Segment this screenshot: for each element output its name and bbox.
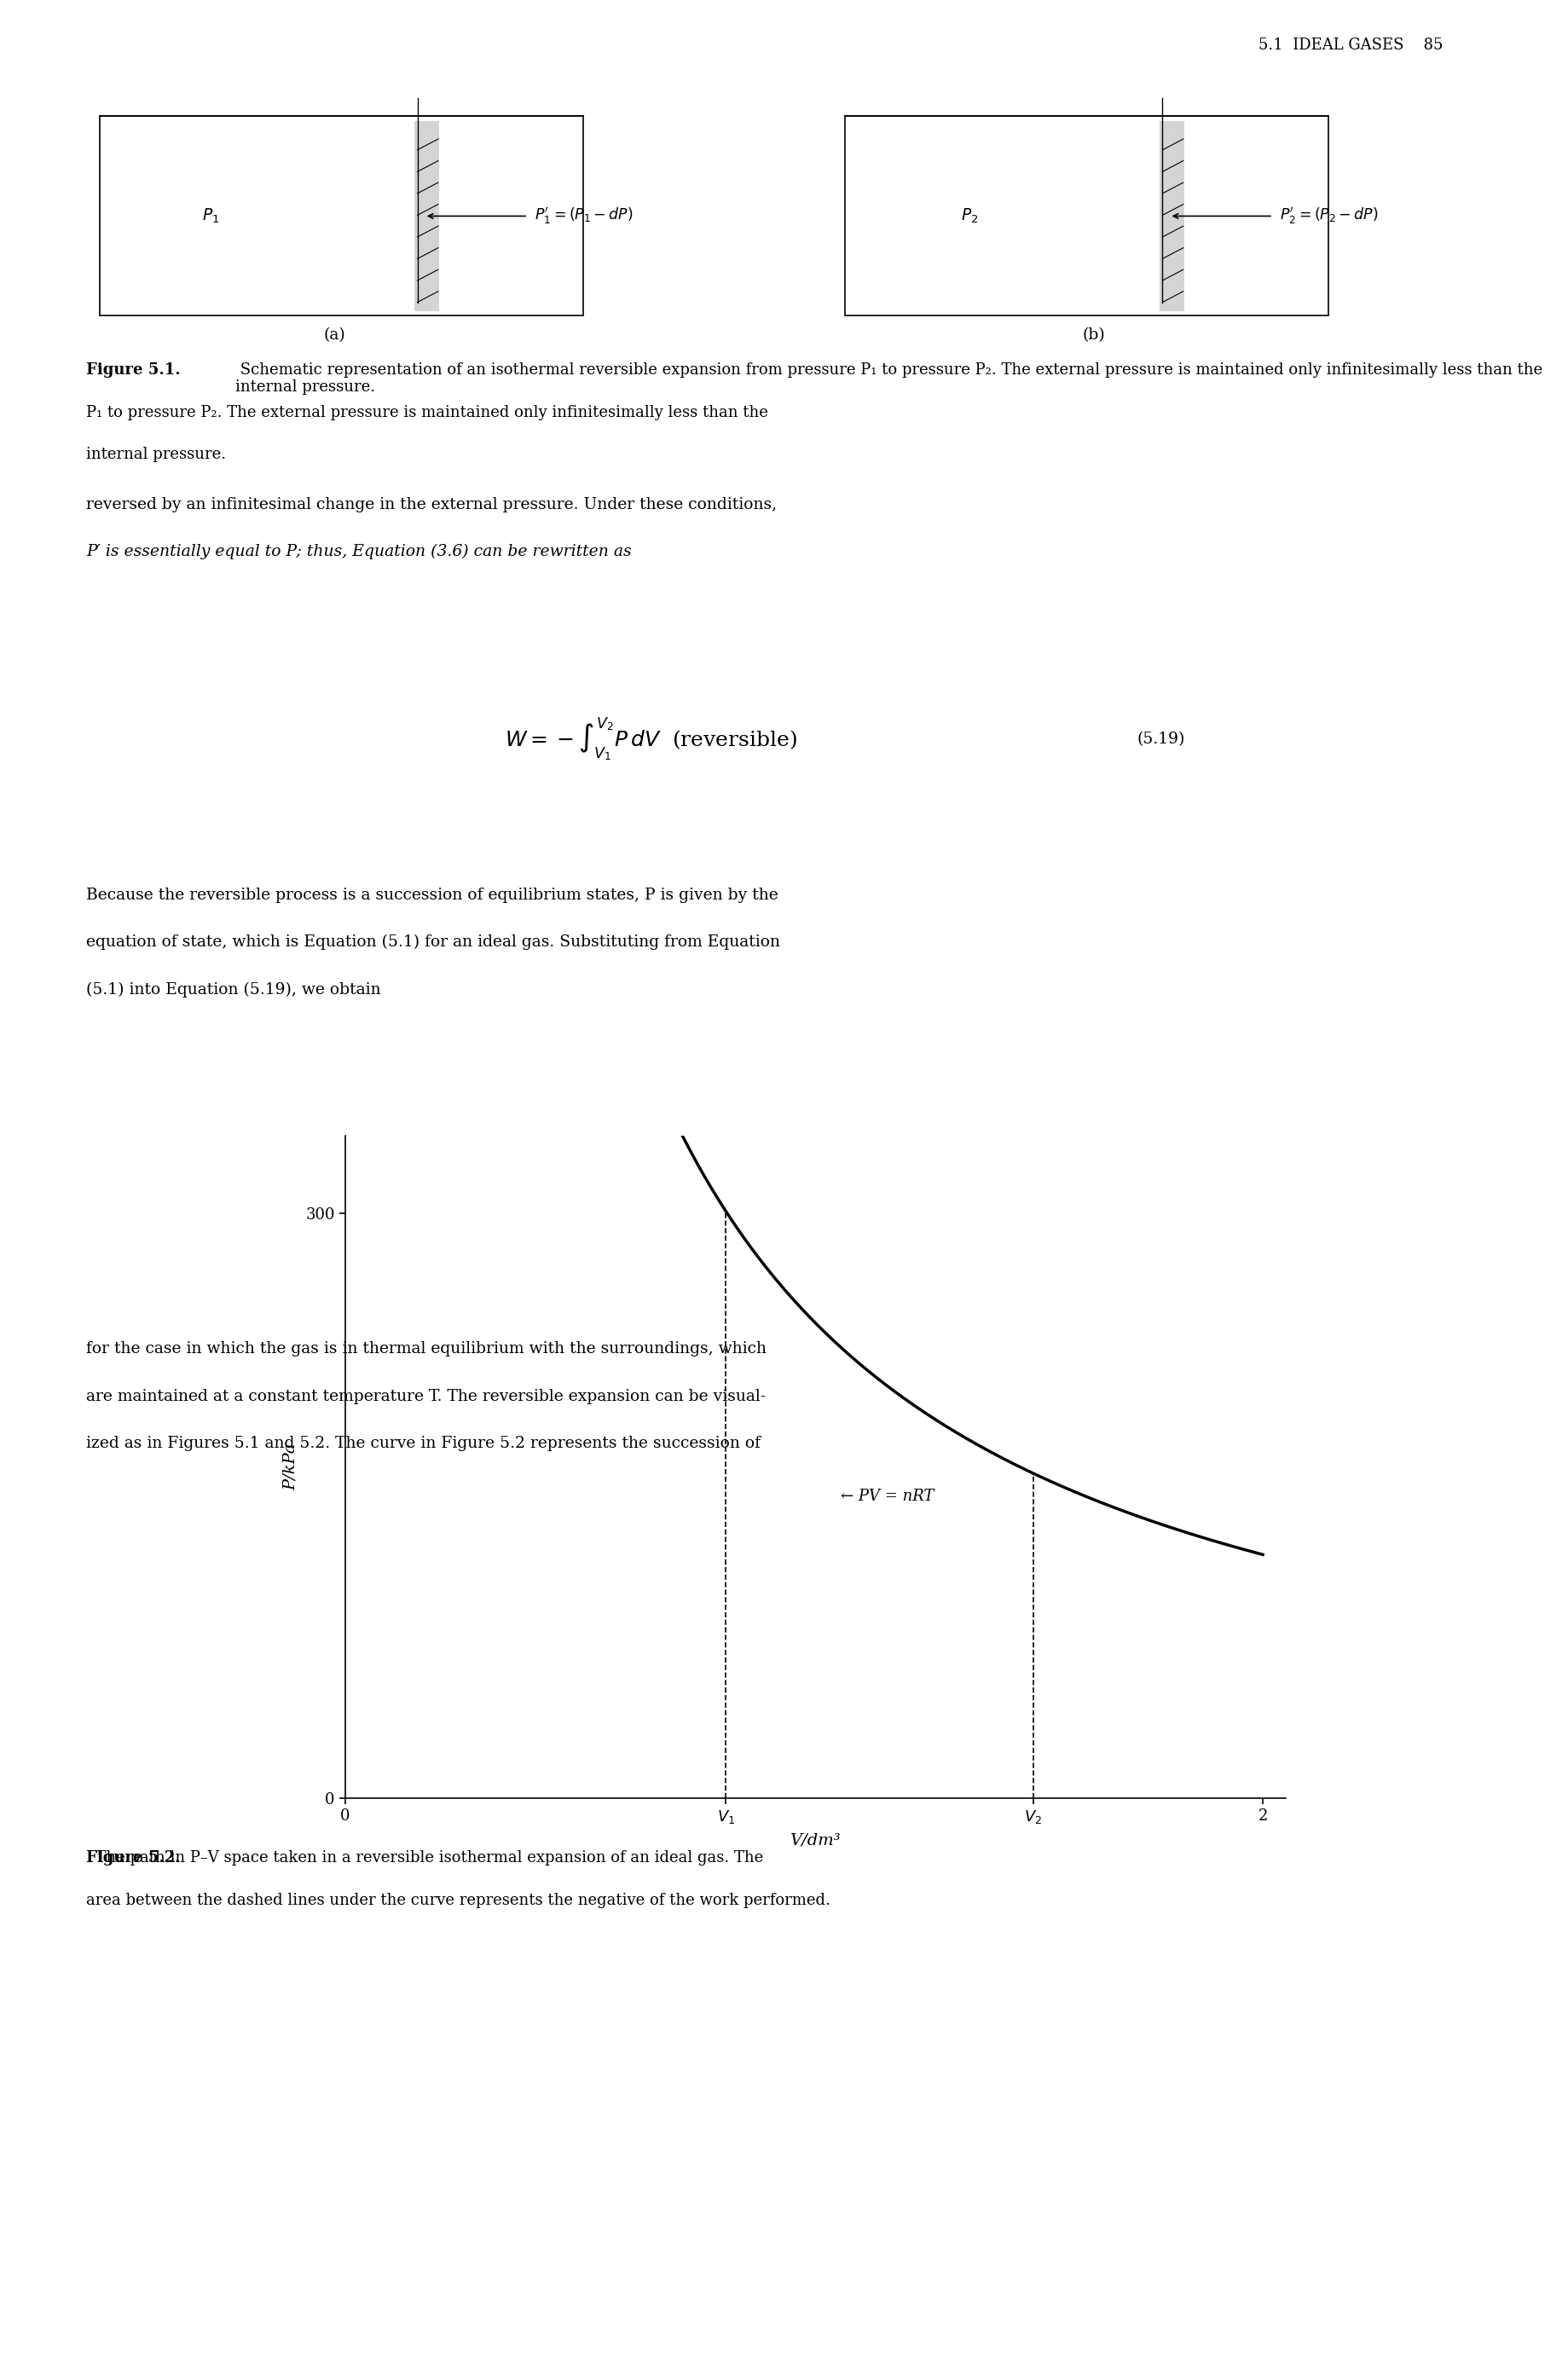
Text: Figure 5.2.: Figure 5.2. [86, 1850, 180, 1864]
Text: $P_1$: $P_1$ [202, 206, 220, 225]
Y-axis label: P/kPa: P/kPa [284, 1443, 298, 1491]
Text: $P_1' = (P_1 - dP)$: $P_1' = (P_1 - dP)$ [535, 206, 633, 227]
Bar [100, 116, 583, 317]
Text: P′ is essentially equal to P; thus, Equation (3.6) can be rewritten as: P′ is essentially equal to P; thus, Equa… [86, 544, 632, 561]
Text: (5.19): (5.19) [1137, 731, 1185, 748]
Text: The path in P–V space taken in a reversible isothermal expansion of an ideal gas: The path in P–V space taken in a reversi… [86, 1850, 764, 1864]
Text: Because the reversible process is a succession of equilibrium states, P is given: Because the reversible process is a succ… [86, 887, 778, 901]
Text: are maintained at a constant temperature T. The reversible expansion can be visu: are maintained at a constant temperature… [86, 1389, 767, 1403]
Text: $P_2$: $P_2$ [961, 206, 978, 225]
Text: ized as in Figures 5.1 and 5.2. The curve in Figure 5.2 represents the successio: ized as in Figures 5.1 and 5.2. The curv… [86, 1436, 760, 1450]
Text: internal pressure.: internal pressure. [86, 447, 226, 461]
Text: P₁ to pressure P₂. The external pressure is maintained only infinitesimally less: P₁ to pressure P₂. The external pressure… [86, 405, 768, 419]
Text: (b): (b) [1082, 329, 1105, 343]
Bar [1160, 121, 1184, 312]
Text: $W = -\int_{V_1}^{V_2} P\,dV$  (reversible): $W = -\int_{V_1}^{V_2} P\,dV$ (reversibl… [505, 717, 797, 762]
Bar [845, 116, 1328, 317]
Text: (a): (a) [323, 329, 345, 343]
Text: ← PV = nRT: ← PV = nRT [840, 1488, 935, 1505]
Text: Schematic representation of an isothermal reversible expansion from pressure P₁ : Schematic representation of an isotherma… [235, 362, 1543, 395]
Text: (5.1) into Equation (5.19), we obtain: (5.1) into Equation (5.19), we obtain [86, 982, 381, 998]
Text: $W = -\int_{V_1}^{V_2} \frac{nRT}{V}\,dV = -nRT\ln\frac{V_2}{V_1}$: $W = -\int_{V_1}^{V_2} \frac{nRT}{V}\,dV… [516, 1166, 825, 1211]
Text: (5.20): (5.20) [1234, 1181, 1281, 1197]
Text: Figure 5.1.: Figure 5.1. [86, 362, 180, 376]
Text: area between the dashed lines under the curve represents the negative of the wor: area between the dashed lines under the … [86, 1893, 831, 1907]
Text: $P_2' = (P_2 - dP)$: $P_2' = (P_2 - dP)$ [1279, 206, 1378, 227]
Text: reversed by an infinitesimal change in the external pressure. Under these condit: reversed by an infinitesimal change in t… [86, 497, 778, 511]
Text: for the case in which the gas is in thermal equilibrium with the surroundings, w: for the case in which the gas is in ther… [86, 1342, 767, 1356]
Text: equation of state, which is Equation (5.1) for an ideal gas. Substituting from E: equation of state, which is Equation (5.… [86, 935, 781, 951]
X-axis label: V/dm³: V/dm³ [790, 1831, 840, 1848]
Bar [414, 121, 439, 312]
Text: 5.1  IDEAL GASES    85: 5.1 IDEAL GASES 85 [1258, 38, 1443, 52]
